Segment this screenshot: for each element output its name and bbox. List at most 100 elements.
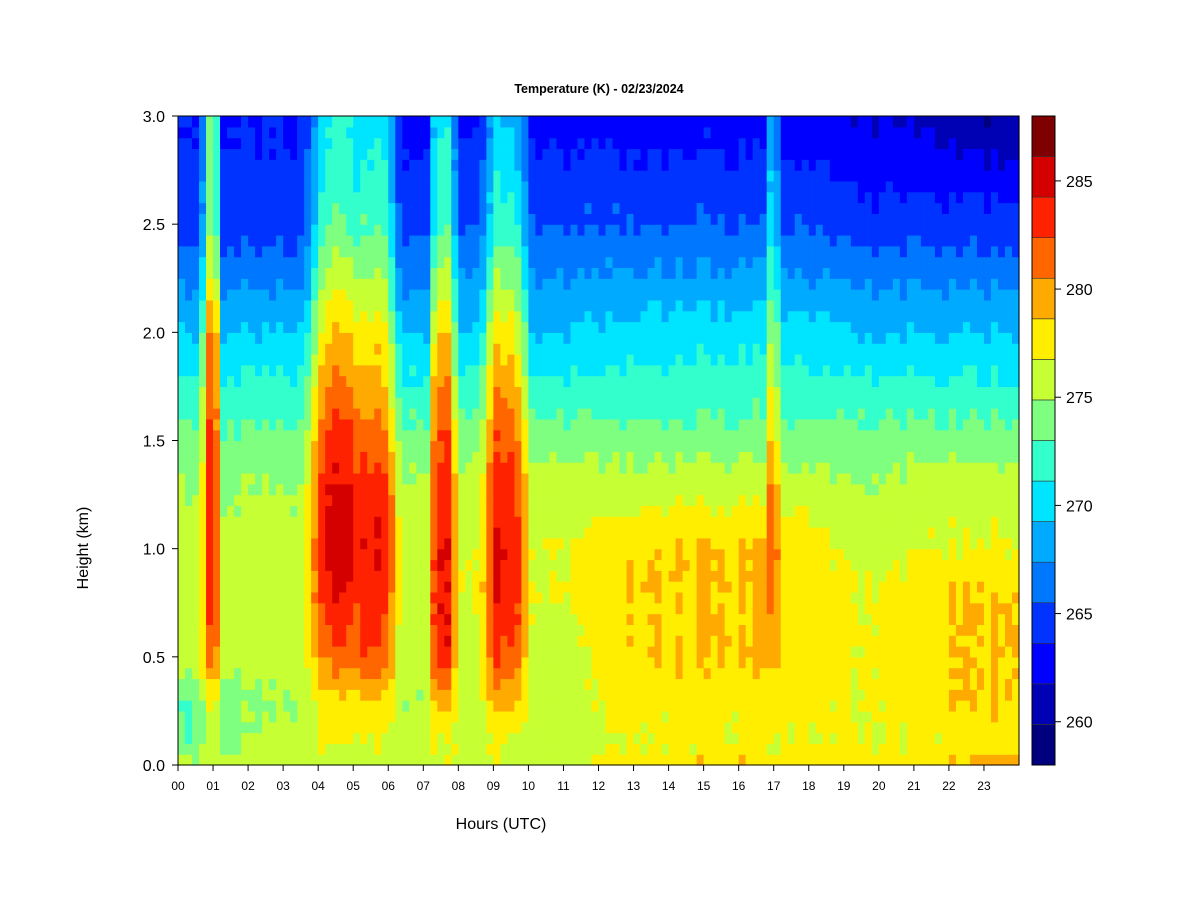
heatmap-cell [255, 548, 263, 561]
heatmap-cell [724, 700, 733, 712]
heatmap-cell [325, 667, 333, 680]
heatmap-cell [668, 613, 677, 625]
heatmap-cell [696, 234, 705, 247]
heatmap-cell [682, 754, 691, 766]
heatmap-cell [542, 159, 551, 171]
heatmap-cell [402, 159, 410, 171]
heatmap-cell [353, 591, 361, 604]
heatmap-cell [262, 180, 270, 193]
heatmap-cell [220, 646, 228, 658]
heatmap-cell [661, 527, 670, 539]
heatmap-cell [521, 667, 530, 680]
heatmap-cell [563, 451, 572, 463]
heatmap-cell [500, 613, 508, 625]
heatmap-cell [213, 418, 221, 431]
heatmap-cell [738, 202, 747, 214]
heatmap-cell [381, 364, 389, 377]
heatmap-cell [444, 148, 452, 160]
heatmap-cell [717, 548, 726, 561]
heatmap-cell [367, 180, 375, 193]
heatmap-cell [304, 397, 312, 409]
heatmap-cell [584, 299, 593, 312]
heatmap-cell [388, 581, 396, 593]
heatmap-cell [255, 310, 263, 323]
heatmap-cell [423, 364, 431, 377]
heatmap-cell [248, 570, 256, 582]
heatmap-cell [416, 116, 424, 128]
heatmap-cell [311, 170, 319, 182]
heatmap-cell [283, 191, 291, 204]
heatmap-cell [325, 721, 333, 734]
heatmap-cell [717, 234, 726, 247]
heatmap-cell [486, 700, 494, 712]
heatmap-cell [430, 721, 438, 734]
heatmap-cell [745, 440, 754, 452]
heatmap-cell [549, 635, 558, 647]
heatmap-cell [227, 537, 235, 550]
heatmap-cell [710, 159, 719, 171]
heatmap-cell [423, 646, 431, 658]
heatmap-cell [479, 299, 487, 312]
heatmap-cell [332, 310, 340, 323]
heatmap-cell [654, 505, 663, 517]
heatmap-cell [640, 505, 649, 517]
heatmap-cell [437, 581, 445, 593]
heatmap-cell [563, 343, 572, 355]
heatmap-cell [500, 581, 508, 593]
heatmap-cell [500, 754, 508, 766]
heatmap-cell [710, 397, 719, 409]
heatmap-cell [269, 278, 277, 290]
heatmap-cell [591, 689, 600, 701]
heatmap-cell [584, 570, 593, 582]
heatmap-cell [668, 678, 677, 690]
heatmap-cell [619, 245, 628, 258]
heatmap-cell [318, 440, 326, 452]
heatmap-cell [542, 559, 551, 571]
heatmap-cell [759, 646, 768, 658]
heatmap-cell [395, 570, 403, 582]
heatmap-cell [283, 289, 291, 301]
heatmap-cell [234, 148, 242, 160]
heatmap-cell [591, 234, 600, 247]
heatmap-cell [290, 570, 298, 582]
heatmap-cell [570, 148, 579, 160]
heatmap-cell [752, 310, 761, 323]
heatmap-cell [374, 202, 382, 214]
heatmap-cell [710, 516, 719, 528]
heatmap-cell [458, 656, 466, 669]
heatmap-cell [199, 462, 207, 474]
heatmap-cell [416, 591, 424, 604]
heatmap-cell [206, 213, 214, 225]
heatmap-cell [570, 191, 579, 204]
heatmap-cell [472, 440, 480, 452]
heatmap-cell [591, 213, 600, 225]
heatmap-cell [556, 299, 565, 312]
heatmap-cell [479, 170, 487, 182]
heatmap-cell [360, 278, 368, 290]
heatmap-cell [227, 191, 235, 204]
heatmap-cell [535, 234, 544, 247]
heatmap-cell [724, 332, 733, 344]
heatmap-cell [528, 462, 537, 474]
heatmap-cell [325, 397, 333, 409]
heatmap-cell [332, 732, 340, 744]
heatmap-cell [192, 256, 200, 269]
heatmap-cell [689, 256, 698, 269]
heatmap-cell [668, 234, 677, 247]
heatmap-cell [444, 408, 452, 420]
heatmap-cell [332, 429, 340, 442]
heatmap-cell [444, 159, 452, 171]
heatmap-cell [353, 440, 361, 452]
heatmap-cell [640, 224, 649, 236]
heatmap-cell [738, 321, 747, 333]
heatmap-cell [241, 332, 249, 344]
heatmap-cell [647, 170, 656, 182]
heatmap-cell [598, 213, 607, 225]
heatmap-cell [549, 408, 558, 420]
heatmap-cell [521, 343, 530, 355]
heatmap-cell [409, 570, 417, 582]
heatmap-cell [444, 364, 452, 377]
heatmap-cell [290, 299, 298, 312]
heatmap-cell [724, 278, 733, 290]
heatmap-cell [654, 137, 663, 150]
